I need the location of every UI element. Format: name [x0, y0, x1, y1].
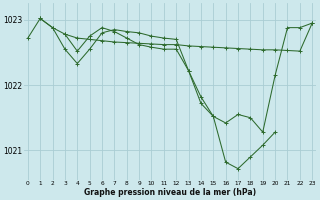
X-axis label: Graphe pression niveau de la mer (hPa): Graphe pression niveau de la mer (hPa) — [84, 188, 256, 197]
